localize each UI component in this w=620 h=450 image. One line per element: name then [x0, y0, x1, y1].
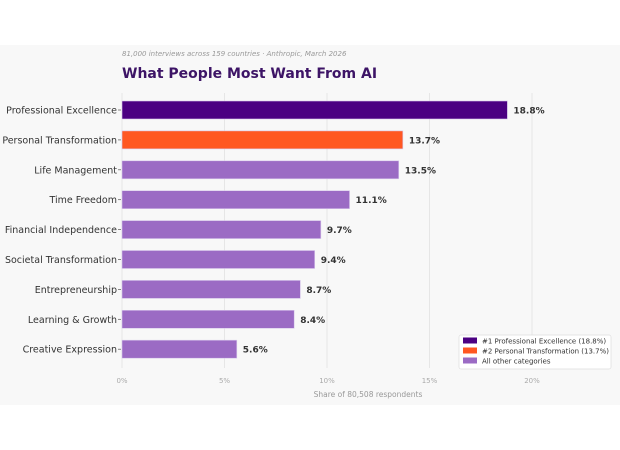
value-label: 18.8%	[513, 107, 544, 117]
legend-swatch	[463, 357, 477, 364]
bar	[121, 190, 350, 209]
value-label: 13.5%	[405, 166, 436, 176]
legend-label: All other categories	[482, 357, 551, 365]
x-tick-label: 10%	[319, 377, 335, 385]
category-label: Professional Excellence	[6, 106, 117, 117]
bar	[121, 160, 400, 180]
bar	[121, 130, 404, 150]
chart-subtitle: 81,000 interviews across 159 countries ·…	[122, 50, 347, 58]
bar	[121, 250, 315, 269]
x-tick-label: 0%	[116, 377, 127, 385]
category-label: Entrepreneurship	[35, 285, 117, 296]
value-label: 5.6%	[243, 346, 268, 356]
legend-label: #1 Professional Excellence (18.8%)	[482, 337, 606, 345]
legend-box	[458, 334, 612, 370]
legend-swatch	[463, 337, 477, 344]
value-label: 13.7%	[409, 136, 440, 146]
legend-swatch	[463, 347, 477, 354]
bar	[121, 339, 238, 359]
value-label: 9.4%	[321, 256, 346, 266]
value-label: 9.7%	[327, 226, 352, 236]
category-label: Societal Transformation	[5, 255, 117, 266]
chart-title: What People Most Want From AI	[122, 66, 377, 82]
value-label: 11.1%	[356, 196, 387, 206]
x-axis-label: Share of 80,508 respondents	[314, 390, 423, 399]
legend: #1 Professional Excellence (18.8%) #2 Per…	[458, 334, 612, 370]
category-label: Life Management	[34, 165, 117, 176]
category-label: Time Freedom	[48, 195, 117, 206]
value-label: 8.4%	[300, 316, 325, 326]
category-label: Personal Transformation	[2, 135, 117, 146]
category-label: Creative Expression	[23, 345, 117, 356]
bar	[121, 100, 508, 120]
category-label: Financial Independence	[5, 225, 117, 236]
category-label: Learning & Growth	[28, 315, 117, 326]
value-label: 8.7%	[306, 286, 331, 296]
legend-label: #2 Personal Transformation (13.7%)	[482, 347, 609, 355]
bar	[121, 309, 295, 329]
x-tick-label: 5%	[219, 377, 230, 385]
x-tick-label: 20%	[524, 377, 540, 385]
x-tick-label: 15%	[422, 377, 438, 385]
bar	[121, 280, 301, 299]
bar	[121, 220, 322, 239]
